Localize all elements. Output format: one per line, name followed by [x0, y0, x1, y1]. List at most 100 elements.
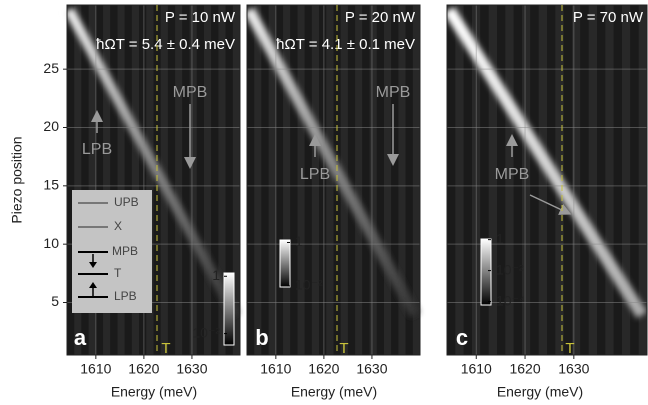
- heatmap-noise: [463, 5, 472, 355]
- heatmap-noise: [412, 5, 420, 355]
- heatmap-noise: [563, 5, 572, 355]
- x-tick-label: 1630: [356, 361, 387, 377]
- heatmap-noise: [311, 5, 320, 355]
- heatmap-noise: [630, 5, 639, 355]
- heatmap-noise: [622, 5, 631, 355]
- y-tick-label: 10: [43, 235, 59, 251]
- heatmap-noise: [347, 5, 356, 355]
- x-tick-label: 1630: [558, 361, 589, 377]
- y-tick-label: 20: [43, 118, 59, 134]
- heatmap-noise: [588, 5, 597, 355]
- x-tick-label: 1620: [509, 361, 540, 377]
- heatmap-noise: [605, 5, 614, 355]
- heatmap-band: [64, 7, 240, 318]
- x-tick-label: 1610: [80, 361, 111, 377]
- power: P = 20 nW: [345, 9, 416, 26]
- heatmap-noise: [103, 5, 111, 355]
- heatmap-noise: [247, 5, 255, 355]
- x-axis-label: Energy (meV): [497, 384, 583, 400]
- heatmap-noise: [124, 5, 132, 355]
- heatmap-noise: [513, 5, 522, 355]
- heatmap-noise: [497, 5, 506, 355]
- heatmap-noise: [480, 5, 489, 355]
- heatmap-noise: [139, 5, 147, 355]
- panels: 1610 1620 1630 5 10 15 20 25 1 10⁻² 1610 1620 1630 1 1…: [43, 4, 648, 377]
- colorbar-label: 10⁻²: [295, 277, 323, 293]
- x-tick-label: 1610: [461, 361, 492, 377]
- heatmap-noise: [455, 5, 464, 355]
- colorbar-label: 10⁻²: [496, 261, 524, 277]
- heatmap-noise: [538, 5, 547, 355]
- heatmap-noise: [232, 5, 240, 355]
- plot-frame: [66, 4, 241, 356]
- heatmap-noise: [225, 5, 233, 355]
- splitting: ħΩT = 4.1 ± 0.1 meV: [276, 36, 415, 53]
- heatmap-noise: [297, 5, 305, 355]
- x-axis-label: Energy (meV): [291, 384, 377, 400]
- lpb-label: LPB: [82, 141, 112, 158]
- heatmap-noise: [580, 5, 589, 355]
- splitting: ħΩT = 5.4 ± 0.4 meV: [96, 36, 235, 53]
- heatmap-noise: [355, 5, 363, 355]
- plot-frame: [446, 4, 648, 356]
- colorbar: [279, 239, 291, 288]
- x-tick-label: 1630: [176, 361, 207, 377]
- mpb-label: MPB: [376, 84, 411, 101]
- legend-label: LPB: [114, 289, 137, 303]
- mpb-label: MPB: [495, 166, 530, 183]
- heatmap-noise: [167, 5, 176, 355]
- heatmap-noise: [530, 5, 539, 355]
- x-tick-label: 1620: [308, 361, 339, 377]
- heatmap-noise: [572, 5, 581, 355]
- legend-label: T: [114, 266, 122, 280]
- heatmap-noise: [369, 5, 377, 355]
- heatmap-noise: [211, 5, 219, 355]
- t-label: T: [339, 340, 348, 357]
- colorbar: [480, 238, 492, 306]
- t-label: T: [161, 340, 170, 357]
- t-label: T: [565, 340, 574, 357]
- heatmap-noise: [146, 5, 154, 355]
- power: P = 10 nW: [165, 9, 236, 26]
- colorbar-label: 1: [212, 267, 220, 283]
- heatmap-band: [443, 6, 648, 319]
- y-tick-label: 25: [43, 60, 59, 76]
- heatmap-noise: [383, 5, 392, 355]
- heatmap-noise: [376, 5, 384, 355]
- panel-label: c: [456, 325, 468, 350]
- lpb-label: LPB: [300, 166, 330, 183]
- heatmap-noise: [505, 5, 514, 355]
- heatmap-noise: [74, 5, 82, 355]
- heatmap-noise: [319, 5, 327, 355]
- mpb-label: MPB: [173, 84, 208, 101]
- heatmap-noise: [81, 5, 89, 355]
- legend: UPB X MPB T LPB: [72, 190, 152, 313]
- heatmap-noise: [290, 5, 298, 355]
- heatmap-noise: [522, 5, 531, 355]
- x-axis-label: Energy (meV): [111, 384, 197, 400]
- heatmap-noise: [275, 5, 284, 355]
- heatmap-noise: [88, 5, 96, 355]
- heatmap-noise: [638, 5, 647, 355]
- colorbar-label: 10⁻²: [192, 324, 220, 340]
- heatmap-noise: [196, 5, 204, 355]
- legend-arrow: [89, 282, 97, 288]
- heatmap-noise: [117, 5, 125, 355]
- heatmap-noise: [362, 5, 370, 355]
- x-tick-label: 1620: [128, 361, 159, 377]
- colorbar-label: 1: [496, 230, 504, 246]
- heatmap-noise: [326, 5, 334, 355]
- heatmap-noise: [203, 5, 212, 355]
- heatmap-noise: [67, 5, 75, 355]
- panel-label: a: [74, 325, 87, 350]
- heatmap-noise: [110, 5, 118, 355]
- heatmap-noise: [597, 5, 606, 355]
- colorbar-label: 10⁻⁴: [496, 292, 525, 308]
- heatmap-noise: [405, 5, 413, 355]
- legend-label: X: [114, 219, 122, 233]
- legend-arrow: [89, 262, 97, 268]
- heatmap-noise: [131, 5, 140, 355]
- panel-label: b: [255, 325, 268, 350]
- y-tick-label: 15: [43, 177, 59, 193]
